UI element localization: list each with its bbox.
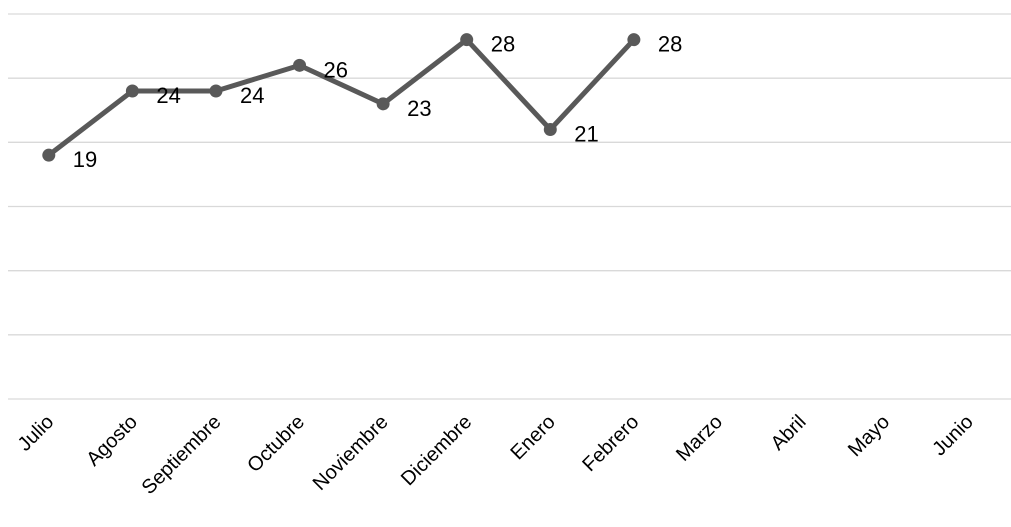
x-tick-label-noviembre: Noviembre — [309, 411, 393, 495]
series-line — [46, 37, 637, 158]
series-layer — [42, 33, 641, 162]
x-tick-label-mayo: Mayo — [844, 411, 894, 461]
x-tick-label-febrero: Febrero — [578, 411, 643, 476]
x-tick-label-abril: Abril — [767, 411, 811, 455]
data-point-septiembre — [209, 84, 223, 98]
data-point-enero — [543, 123, 557, 136]
x-tick-label-septiembre: Septiembre — [138, 411, 226, 499]
data-point-julio — [42, 148, 56, 162]
y-gridlines — [8, 13, 1011, 336]
data-label-noviembre: 23 — [407, 96, 431, 121]
data-point-febrero — [627, 33, 641, 47]
data-label-julio: 19 — [73, 147, 97, 172]
data-label-agosto: 24 — [156, 83, 180, 108]
data-point-noviembre — [376, 97, 390, 111]
data-labels: 19 24 24 26 23 28 21 28 — [73, 32, 683, 173]
x-tick-label-octubre: Octubre — [243, 411, 309, 477]
x-tick-label-julio: Julio — [14, 411, 59, 456]
x-tick-label-enero: Enero — [507, 411, 560, 464]
x-tick-label-marzo: Marzo — [672, 411, 727, 466]
data-label-enero: 21 — [574, 122, 598, 147]
data-point-agosto — [125, 84, 139, 98]
data-label-octubre: 26 — [324, 57, 348, 82]
data-label-diciembre: 28 — [491, 32, 515, 57]
x-tick-label-agosto: Agosto — [82, 411, 142, 471]
x-tick-label-diciembre: Diciembre — [397, 411, 476, 490]
x-tick-label-junio: Junio — [928, 411, 977, 460]
data-point-octubre — [293, 58, 307, 72]
data-point-diciembre — [460, 33, 474, 47]
data-label-septiembre: 24 — [240, 83, 264, 108]
data-label-febrero: 28 — [658, 32, 682, 57]
